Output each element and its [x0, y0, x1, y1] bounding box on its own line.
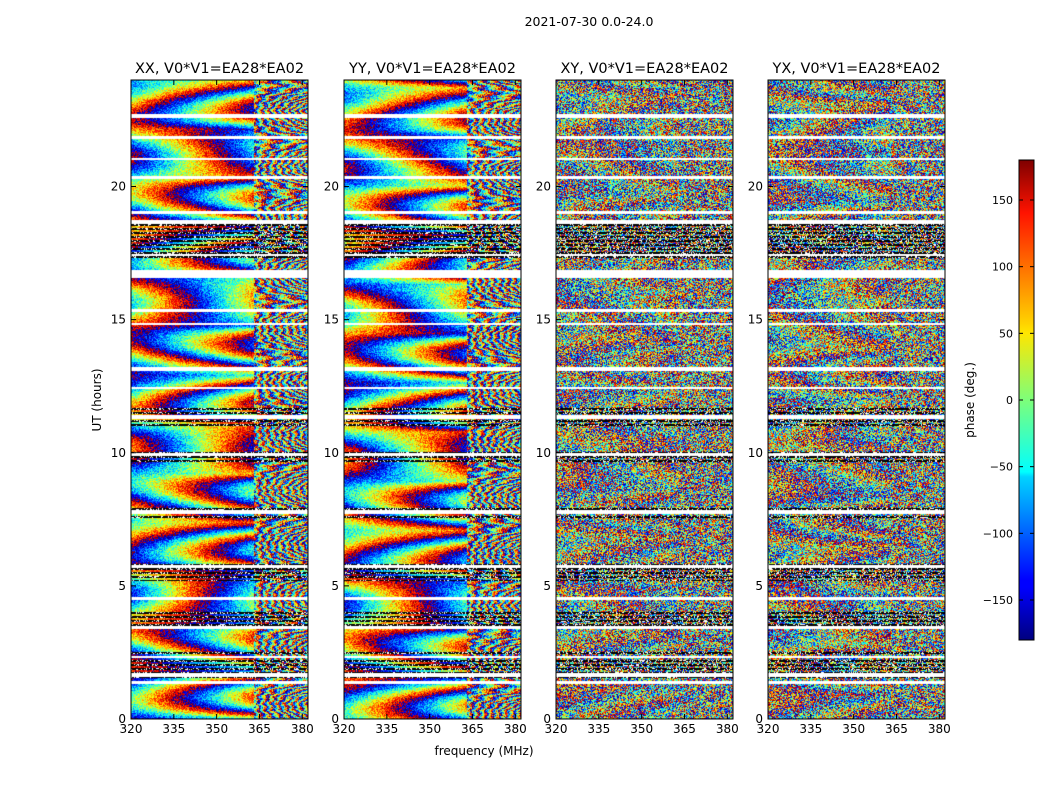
y-tick-label: 5 — [331, 579, 339, 593]
colorbar-tick-label: 150 — [992, 194, 1013, 207]
x-tick-label: 365 — [248, 722, 271, 736]
y-tick-label: 0 — [755, 712, 763, 726]
colorbar-tick-label: −100 — [983, 527, 1013, 540]
panel-frame — [555, 79, 734, 720]
panel-xx: XX, V0*V1=EA28*EA02 320 335 350 365 380 0 5 10 15… — [111, 61, 314, 736]
x-tick-label: 350 — [842, 722, 865, 736]
x-tick-label: 320 — [333, 722, 356, 736]
x-tick-label: 335 — [375, 722, 398, 736]
panel-frame — [767, 79, 946, 720]
x-tick-label: 350 — [630, 722, 653, 736]
colorbar-tick-label: −50 — [990, 461, 1013, 474]
x-tick-label: 335 — [799, 722, 822, 736]
y-tick-label: 20 — [536, 180, 551, 194]
panel-title: YY, V0*V1=EA28*EA02 — [348, 61, 516, 77]
x-tick-label: 380 — [716, 722, 739, 736]
panels: XX, V0*V1=EA28*EA02 320 335 350 365 380 0 5 10 15… — [111, 61, 951, 736]
x-tick-label: 365 — [461, 722, 484, 736]
y-tick-label: 10 — [748, 446, 763, 460]
heatmap-image — [556, 80, 733, 719]
colorbar-tick-label: 100 — [992, 261, 1013, 274]
y-tick-label: 10 — [536, 446, 551, 460]
y-tick-label: 5 — [543, 579, 551, 593]
panel-title: XY, V0*V1=EA28*EA02 — [560, 61, 728, 77]
x-tick-label: 335 — [162, 722, 185, 736]
x-tick-label: 335 — [587, 722, 610, 736]
y-tick-label: 20 — [111, 180, 126, 194]
y-tick-label: 15 — [536, 313, 551, 327]
panel-title: YX, V0*V1=EA28*EA02 — [771, 61, 940, 77]
x-tick-label: 320 — [120, 722, 143, 736]
panel-title: XX, V0*V1=EA28*EA02 — [135, 61, 304, 77]
x-tick-label: 380 — [928, 722, 951, 736]
y-axis-label: UT (hours) — [90, 368, 104, 431]
x-tick-label: 350 — [418, 722, 441, 736]
y-tick-label: 5 — [755, 579, 763, 593]
y-tick-label: 20 — [748, 180, 763, 194]
x-tick-label: 365 — [673, 722, 696, 736]
heatmap-image — [344, 80, 521, 719]
y-tick-label: 0 — [331, 712, 339, 726]
y-tick-label: 20 — [324, 180, 339, 194]
y-tick-label: 10 — [111, 446, 126, 460]
heatmap-image — [768, 80, 945, 719]
colorbar: 150 100 50 0 −50 −100 −150 phase (deg.) — [963, 159, 1035, 641]
panel-xy: XY, V0*V1=EA28*EA02 320 335 350 365 380 0 5 10 15… — [536, 61, 739, 736]
colorbar-tick-label: 0 — [1006, 394, 1013, 407]
y-tick-label: 0 — [543, 712, 551, 726]
heatmap-image — [131, 80, 308, 719]
x-axis-label: frequency (MHz) — [434, 744, 533, 758]
x-tick-label: 350 — [205, 722, 228, 736]
x-tick-label: 365 — [885, 722, 908, 736]
x-tick-label: 380 — [291, 722, 314, 736]
panel-yx: YX, V0*V1=EA28*EA02 320 335 350 365 380 0 5 10 15… — [748, 61, 951, 736]
y-tick-label: 10 — [324, 446, 339, 460]
y-tick-label: 15 — [324, 313, 339, 327]
y-tick-label: 15 — [111, 313, 126, 327]
panel-frame — [343, 79, 522, 720]
y-tick-label: 5 — [118, 579, 126, 593]
colorbar-tick-label: 50 — [999, 327, 1013, 340]
panel-frame — [130, 79, 309, 720]
x-tick-label: 380 — [504, 722, 527, 736]
figure-title: 2021-07-30 0.0-24.0 — [525, 14, 654, 29]
colorbar-ticks: 150 100 50 0 −50 −100 −150 — [983, 194, 1034, 607]
colorbar-tick-label: −150 — [983, 594, 1013, 607]
y-tick-label: 0 — [118, 712, 126, 726]
panel-yy: YY, V0*V1=EA28*EA02 320 335 350 365 380 0 5 10 15… — [324, 61, 527, 736]
x-tick-label: 320 — [757, 722, 780, 736]
colorbar-label: phase (deg.) — [963, 362, 977, 438]
x-tick-label: 320 — [545, 722, 568, 736]
y-tick-label: 15 — [748, 313, 763, 327]
